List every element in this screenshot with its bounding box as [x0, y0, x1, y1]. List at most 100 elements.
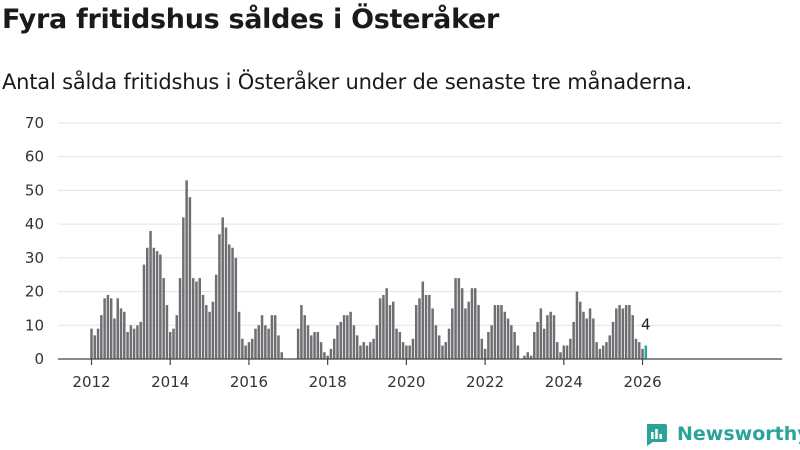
bar: [162, 278, 165, 359]
bar: [132, 328, 136, 359]
bar: [411, 338, 415, 359]
bar: [572, 321, 575, 359]
bar: [464, 308, 467, 359]
bar: [109, 298, 113, 359]
bar: [565, 345, 569, 359]
bar: [228, 244, 231, 359]
bar: [218, 234, 221, 359]
bar: [165, 305, 169, 359]
bar: [316, 332, 320, 359]
bar: [388, 305, 392, 359]
bar: [241, 338, 244, 359]
bar: [405, 345, 408, 359]
bar: [503, 311, 507, 359]
x-tick-label: 2024: [545, 373, 583, 391]
bar: [123, 311, 126, 359]
bar: [605, 342, 608, 359]
bar: [231, 247, 234, 359]
x-tick-label: 2026: [623, 373, 661, 391]
y-tick-label: 60: [25, 148, 44, 166]
bar: [588, 308, 592, 359]
bar: [552, 315, 556, 359]
bar: [323, 352, 326, 359]
bar: [260, 315, 264, 359]
bar: [441, 345, 444, 359]
bar: [536, 321, 539, 359]
bar: [352, 325, 356, 359]
bar: [500, 305, 503, 359]
bar: [201, 294, 205, 359]
gridlines: [58, 122, 782, 326]
bar: [319, 342, 323, 359]
bar: [470, 288, 474, 359]
bar: [421, 281, 425, 359]
bar: [172, 328, 175, 359]
bar: [451, 308, 454, 359]
bar: [96, 328, 100, 359]
bar: [369, 342, 372, 359]
bar: [418, 298, 421, 359]
bar: [546, 315, 549, 359]
y-tick-label: 70: [25, 114, 44, 132]
bar: [264, 325, 267, 359]
bar: [185, 180, 188, 359]
bar: [585, 318, 589, 359]
bar: [634, 338, 638, 359]
bar: [103, 298, 106, 359]
bar: [257, 325, 261, 359]
bar: [375, 325, 379, 359]
bar: [346, 315, 349, 359]
bar: [510, 325, 513, 359]
bar: [280, 352, 283, 359]
bar: [300, 305, 303, 359]
chart-subtitle: Antal sålda fritidshus i Österåker under…: [2, 70, 693, 94]
bar: [247, 342, 251, 359]
bar: [414, 305, 418, 359]
bar: [214, 274, 218, 359]
bar: [424, 294, 428, 359]
bar: [392, 301, 395, 359]
bar: [382, 294, 385, 359]
bar: [483, 348, 487, 359]
bar: [359, 345, 362, 359]
bar: [595, 342, 598, 359]
bar: [139, 321, 142, 359]
bar: [523, 355, 526, 359]
bar: [362, 342, 365, 359]
bar: [106, 294, 110, 359]
x-tick-label: 2016: [230, 373, 268, 391]
bar: [598, 348, 602, 359]
bar: [496, 305, 500, 359]
x-tick-label: 2012: [72, 373, 110, 391]
y-tick-label: 40: [25, 215, 44, 233]
y-tick-label: 30: [25, 249, 44, 267]
bar: [244, 345, 247, 359]
brand-name: Newsworthy: [677, 423, 800, 445]
bar: [273, 315, 277, 359]
bar: [191, 278, 195, 359]
bar: [270, 315, 274, 359]
bar: [601, 345, 605, 359]
bar: [90, 328, 93, 359]
bar: [592, 318, 595, 359]
bar: [516, 345, 520, 359]
bar: [208, 311, 211, 359]
y-tick-label: 50: [25, 181, 44, 199]
bar: [178, 278, 182, 359]
y-axis-tick-labels: 0 10 20 30 40 50 60 70: [25, 114, 44, 368]
bar: [224, 227, 228, 359]
bar: [401, 342, 405, 359]
bar: [513, 332, 516, 359]
bar: [296, 328, 300, 359]
bar: [310, 335, 313, 359]
bar: [129, 325, 133, 359]
newsworthy-logo-icon: [647, 424, 667, 446]
bar: [562, 345, 566, 359]
bar: [306, 325, 310, 359]
latest-value-label: 4: [641, 316, 651, 334]
bar: [329, 348, 333, 359]
bar: [254, 328, 257, 359]
bar: [408, 345, 411, 359]
bar: [628, 305, 631, 359]
